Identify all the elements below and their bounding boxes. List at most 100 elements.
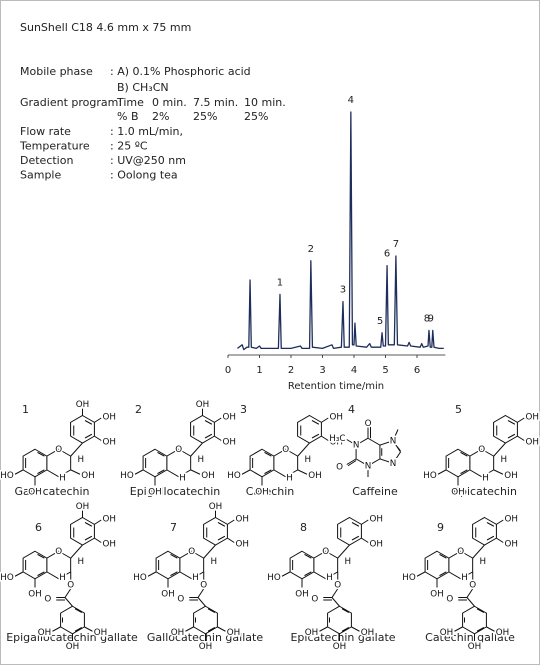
atom-label: O [365, 419, 372, 429]
condition-value: : Oolong tea [110, 169, 178, 182]
compound-number: 1 [22, 403, 29, 416]
atom-label: H [59, 474, 66, 484]
atom-label: OH [199, 642, 212, 652]
condition-label: Gradient program: [20, 96, 122, 109]
atom-label: O [469, 581, 476, 591]
atom-label: N [365, 461, 372, 471]
x-tick-label: 3 [319, 365, 325, 376]
atom-label: H [286, 474, 293, 484]
atom-label: HO [120, 471, 134, 481]
compound-name: Catechin gallate [425, 631, 515, 644]
atom-label: OH [295, 589, 308, 599]
atom-label: OH [81, 471, 94, 481]
atom-label: OH [28, 589, 41, 599]
atom-label: N [353, 441, 360, 451]
atom-label: H [461, 573, 468, 583]
x-tick-label: 4 [351, 365, 357, 376]
atom-label: H [305, 455, 312, 465]
atom-label: OH [305, 628, 318, 638]
atom-label: OH [223, 437, 236, 447]
atom-label: H₃C [329, 434, 345, 444]
bonds [14, 408, 102, 486]
gradient-header: % B [117, 110, 139, 123]
atom-label: OH [196, 400, 209, 410]
atom-label: OH [526, 412, 539, 422]
condition-label: Temperature [19, 140, 90, 153]
gradient-b: 2% [152, 110, 169, 123]
atom-label: OH [236, 514, 249, 524]
gradient-b: 25% [193, 110, 217, 123]
x-axis-label: Retention time/min [288, 381, 384, 392]
x-tick-label: 1 [256, 365, 262, 376]
atom-label: O [336, 463, 343, 473]
atom-label: OH [38, 628, 51, 638]
atom-label: H [501, 455, 508, 465]
atom-label: O [44, 594, 51, 604]
atom-label: OH [330, 412, 343, 422]
atom-label: H [78, 557, 85, 567]
atom-label: OH [94, 628, 107, 638]
atom-label: O [446, 594, 453, 604]
condition-label: Sample [20, 169, 61, 182]
atom-label: OH [526, 437, 539, 447]
compound-name: Caffeine [352, 485, 398, 498]
compound-number: 2 [135, 403, 142, 416]
condition-label: Detection [20, 154, 73, 167]
compound-name: Epicatechin [453, 485, 517, 498]
atom-label: OH [236, 539, 249, 549]
gradient-time: 7.5 min. [193, 96, 238, 109]
compound-number: 3 [240, 403, 247, 416]
atom-label: OH [361, 628, 374, 638]
atom-label: OH [103, 412, 116, 422]
atom-label: N [390, 459, 397, 469]
atom-label: O [177, 594, 184, 604]
condition-value: : 25 ºC [110, 140, 148, 153]
atom-label: OH [504, 471, 517, 481]
bonds [346, 427, 402, 477]
gradient-time: 10 min. [244, 96, 286, 109]
compound-name: Epigallocatechin [130, 485, 220, 498]
atom-label: OH [505, 514, 518, 524]
peak-label: 6 [384, 249, 390, 260]
compound-number: 7 [170, 521, 177, 534]
compound-number: 5 [455, 403, 462, 416]
atom-label: O [200, 581, 207, 591]
atom-label: H [211, 557, 218, 567]
atom-label: OH [468, 642, 481, 652]
atom-label: OH [496, 628, 509, 638]
atom-label: N [390, 436, 397, 446]
peak-label: 4 [348, 95, 354, 106]
atom-label: O [188, 547, 195, 557]
condition-label: Mobile phase [20, 65, 93, 78]
gradient-b: 25% [244, 110, 268, 123]
atom-label: HO [0, 573, 14, 583]
condition-label: Flow rate [20, 125, 71, 138]
condition-value: : UV@250 nm [110, 154, 186, 167]
atom-label: HO [402, 573, 416, 583]
condition-value: B) CH₃CN [117, 81, 169, 94]
atom-label: H [59, 573, 66, 583]
atom-label: OH [103, 539, 116, 549]
atom-label: OH [148, 487, 161, 497]
compound-number: 6 [35, 521, 42, 534]
atom-label: OH [171, 628, 184, 638]
atom-label: O [322, 547, 329, 557]
compound-name: Epicatechin gallate [290, 631, 395, 644]
atom-label: OH [440, 628, 453, 638]
atom-label: O [175, 445, 182, 455]
x-tick-label: 5 [382, 365, 388, 376]
atom-label: OH [161, 589, 174, 599]
atom-label: OH [255, 487, 268, 497]
bonds [437, 414, 525, 486]
peak-label: 2 [308, 244, 314, 255]
condition-value: : 1.0 mL/min, [110, 125, 183, 138]
peak-label: 9 [428, 313, 434, 324]
atom-label: OH [223, 412, 236, 422]
